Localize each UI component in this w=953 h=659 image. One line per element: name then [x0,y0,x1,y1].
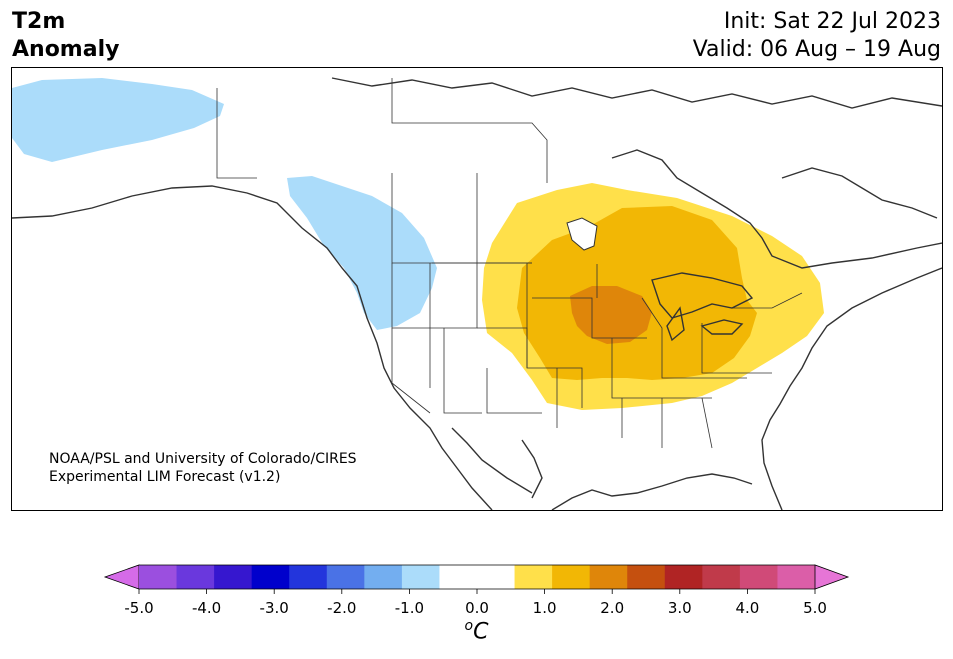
warm-anomaly-1-5c [517,206,757,380]
colorbar-tick-label: -1.0 [395,599,424,617]
colorbar-bin [214,565,253,589]
colorbar-tick-label: -3.0 [260,599,289,617]
colorbar-min-extend [103,564,140,590]
title-line-2: Anomaly [12,37,120,62]
title-line-1: T2m [12,9,66,34]
colorbar-bin [477,565,516,589]
colorbar-unit: oC [0,618,953,644]
colorbar-bin [702,565,741,589]
map-title: T2m Anomaly [12,8,119,64]
colorbar-tick-label: 5.0 [803,599,827,617]
colorbar-tick-label: 4.0 [735,599,759,617]
cold-anomaly-pacific-northwest [287,176,437,330]
colorbar-bin [739,565,778,589]
lake-feature [566,217,598,251]
map-panel: NOAA/PSL and University of Colorado/CIRE… [11,67,943,511]
credit-text: NOAA/PSL and University of Colorado/CIRE… [49,450,357,486]
colorbar-bin [401,565,440,589]
colorbar-bin [326,565,365,589]
colorbar-bin [364,565,403,589]
colorbar-bin [139,565,178,589]
coastlines [12,77,942,510]
colorbar-bin [514,565,553,589]
colorbar-max-extend [814,564,850,590]
unit-base: C [473,619,489,645]
colorbar-svg: -5.0 -4.0 -3.0 -2.0 -1.0 0.0 1.0 2.0 3.0 4.0 5.0 [103,564,850,617]
colorbar-bin [439,565,478,589]
init-date: Init: Sat 22 Jul 2023 [723,9,941,34]
colorbar-bin [777,565,816,589]
colorbar-tick-label: -5.0 [124,599,153,617]
credit-line-1: NOAA/PSL and University of Colorado/CIRE… [49,451,357,467]
valid-range: Valid: 06 Aug – 19 Aug [692,37,941,62]
colorbar-bin [664,565,703,589]
colorbar: -5.0 -4.0 -3.0 -2.0 -1.0 0.0 1.0 2.0 3.0 4.0 5.0 [0,560,953,659]
colorbar-tick-label: 3.0 [668,599,692,617]
colorbar-tick-label: 2.0 [600,599,624,617]
credit-line-2: Experimental LIM Forecast (v1.2) [49,469,281,485]
colorbar-tick-label: 1.0 [533,599,557,617]
cold-anomaly-alaska [12,78,224,162]
colorbar-bin [176,565,215,589]
unit-degree: o [464,618,474,634]
colorbar-bin [251,565,290,589]
colorbar-bin [627,565,666,589]
forecast-dates: Init: Sat 22 Jul 2023 Valid: 06 Aug – 19… [693,8,941,64]
colorbar-bin [552,565,591,589]
colorbar-tick-label: -2.0 [327,599,356,617]
warm-anomaly-2c [570,286,652,344]
colorbar-tick-label: -4.0 [192,599,221,617]
colorbar-tick-label: 0.0 [465,599,489,617]
colorbar-bin [289,565,328,589]
colorbar-bin [589,565,628,589]
anomaly-map [12,77,942,510]
